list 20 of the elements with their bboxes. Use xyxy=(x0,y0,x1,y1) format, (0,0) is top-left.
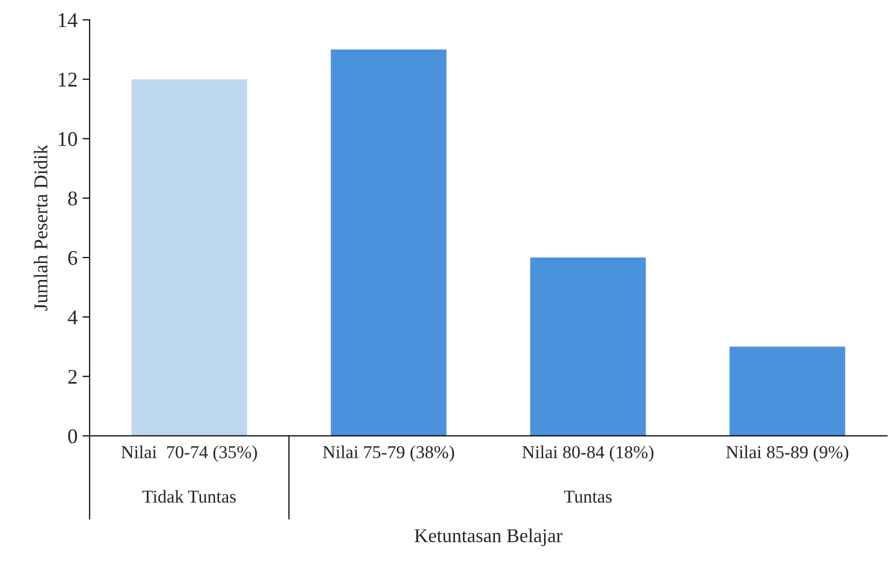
x-tick-label: Nilai 75-79 (38%) xyxy=(322,446,454,462)
text: Tuntas xyxy=(564,490,612,503)
x-tick-label: Nilai 80-84 (18%) xyxy=(522,446,654,462)
y-tick-label: 2 xyxy=(68,370,77,384)
y-tick-label: 6 xyxy=(68,250,78,265)
bar xyxy=(730,346,846,436)
x-tick-label: Nilai 85-89 (9%) xyxy=(726,446,848,462)
y-tick-label: 10 xyxy=(58,132,77,146)
bar xyxy=(530,258,646,436)
y-tick-label: 12 xyxy=(58,72,77,86)
y-tick-label: 8 xyxy=(68,191,77,206)
x-axis-title: Ketuntasan Belajar xyxy=(414,528,562,546)
y-tick-label: 0 xyxy=(68,429,77,444)
text: Tidak Tuntas xyxy=(142,490,236,503)
x-tick-label: Nilai 70-74 (35%) xyxy=(121,446,257,462)
y-tick-label: 14 xyxy=(58,13,78,28)
y-axis-title: Jumlah Peserta Didik xyxy=(34,144,48,311)
bar xyxy=(131,79,248,436)
bar xyxy=(330,50,446,436)
y-tick-label: 4 xyxy=(68,310,78,324)
